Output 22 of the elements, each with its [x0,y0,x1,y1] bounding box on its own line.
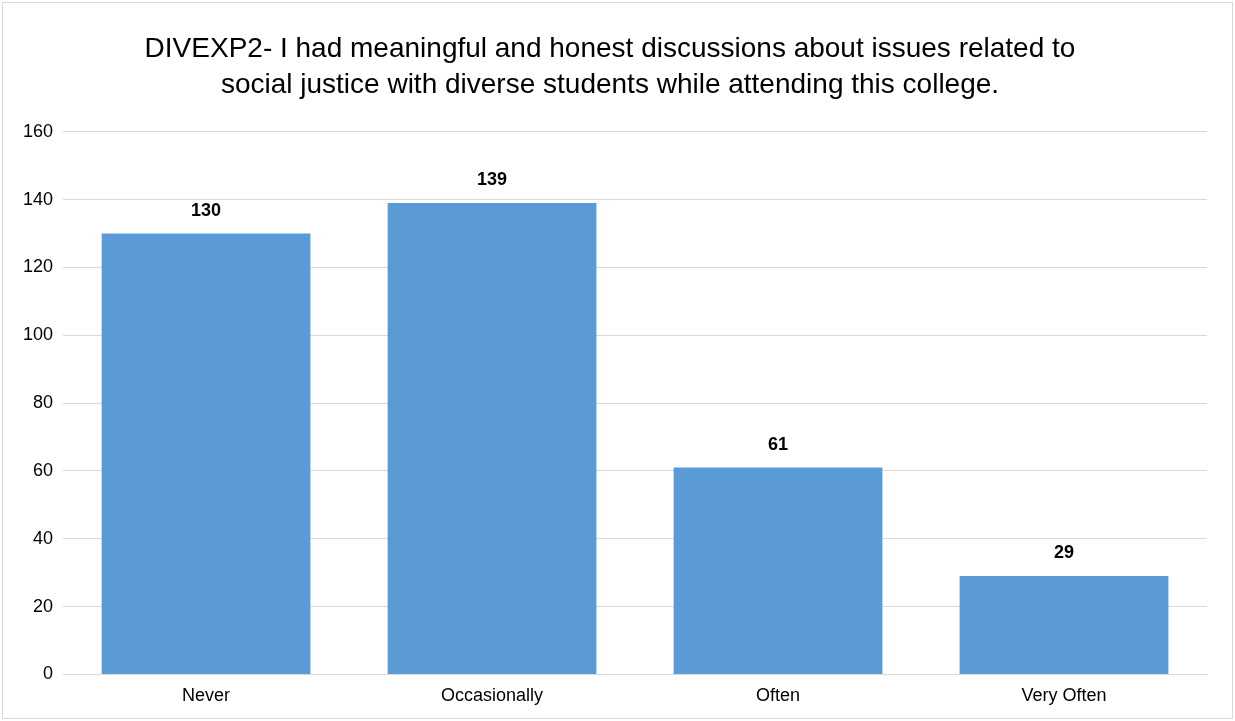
chart-title: DIVEXP2- I had meaningful and honest discussions about issues related to social justice with diverse students while attending this college. [144,31,1076,100]
x-tick-label: Occasionally [441,685,544,706]
y-tick-label: 120 [22,256,54,277]
bar [673,467,883,674]
y-tick-label: 40 [33,527,54,548]
data-label: 29 [1053,542,1075,563]
data-label: 130 [191,199,222,220]
bar [959,576,1169,674]
data-label: 61 [768,433,789,454]
y-tick-label: 60 [33,459,54,480]
y-tick-label: 160 [22,120,54,141]
y-tick-label: 80 [33,392,54,413]
y-tick-label: 140 [22,188,54,209]
bar [387,203,597,674]
data-label: 139 [477,168,508,189]
bar [101,233,311,674]
y-tick-label: 20 [33,595,54,616]
x-tick-label: Often [756,685,801,706]
x-tick-label: Very Often [1021,685,1107,706]
y-tick-label: 0 [43,663,54,684]
y-tick-label: 100 [22,324,54,345]
x-tick-label: Never [182,685,231,706]
